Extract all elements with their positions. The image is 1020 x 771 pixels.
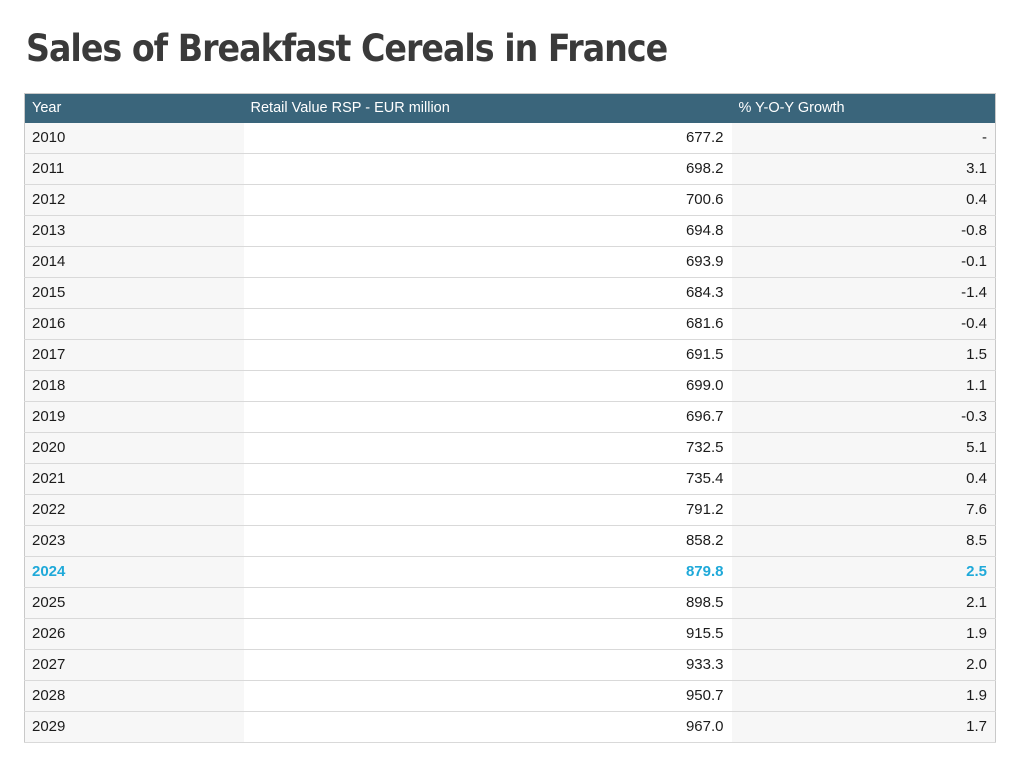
year-cell: 2021 [24, 463, 244, 495]
year-cell: 2014 [24, 246, 244, 278]
table-row: 2019 696.7 -0.3 [24, 401, 996, 433]
year-cell: 2026 [24, 618, 244, 650]
growth-cell: 3.1 [731, 153, 996, 185]
table-row: 2011 698.2 3.1 [24, 153, 996, 185]
growth-cell: 2.0 [731, 649, 996, 681]
value-cell: 858.2 [243, 525, 732, 557]
growth-cell: 7.6 [731, 494, 996, 526]
growth-cell: 0.4 [731, 184, 996, 216]
table-row: 2029 967.0 1.7 [24, 711, 996, 743]
growth-cell: 2.5 [731, 556, 996, 588]
table-header-row: Year Retail Value RSP - EUR million % Y-… [24, 93, 996, 123]
value-cell: 791.2 [243, 494, 732, 526]
year-cell: 2023 [24, 525, 244, 557]
value-cell: 684.3 [243, 277, 732, 309]
year-cell: 2016 [24, 308, 244, 340]
table-row: 2023 858.2 8.5 [24, 525, 996, 557]
year-cell: 2015 [24, 277, 244, 309]
column-header-retail-value: Retail Value RSP - EUR million [243, 93, 732, 123]
table-row: 2021 735.4 0.4 [24, 463, 996, 495]
column-header-year: Year [24, 93, 244, 123]
value-cell: 699.0 [243, 370, 732, 402]
year-cell: 2012 [24, 184, 244, 216]
growth-cell: 8.5 [731, 525, 996, 557]
year-cell: 2028 [24, 680, 244, 712]
value-cell: 967.0 [243, 711, 732, 743]
growth-cell: 0.4 [731, 463, 996, 495]
year-cell: 2027 [24, 649, 244, 681]
value-cell: 898.5 [243, 587, 732, 619]
year-cell: 2025 [24, 587, 244, 619]
sales-table: Year Retail Value RSP - EUR million % Y-… [24, 92, 996, 743]
table-row: 2022 791.2 7.6 [24, 494, 996, 526]
year-cell: 2013 [24, 215, 244, 247]
value-cell: 879.8 [243, 556, 732, 588]
year-cell: 2022 [24, 494, 244, 526]
table-row: 2012 700.6 0.4 [24, 184, 996, 216]
value-cell: 950.7 [243, 680, 732, 712]
table-row: 2027 933.3 2.0 [24, 649, 996, 681]
year-cell: 2024 [24, 556, 244, 588]
value-cell: 693.9 [243, 246, 732, 278]
growth-cell: 1.5 [731, 339, 996, 371]
table-row: 2024 879.8 2.5 [24, 556, 996, 588]
table-body: 2010 677.2-2011 698.2 3.1 2012 700.6 0.4 2013 69… [24, 122, 996, 743]
value-cell: 933.3 [243, 649, 732, 681]
table-row: 2010 677.2- [24, 122, 996, 154]
page-title: Sales of Breakfast Cereals in France [26, 27, 668, 70]
growth-cell: 1.9 [731, 680, 996, 712]
table-row: 2028 950.7 1.9 [24, 680, 996, 712]
table-row: 2020 732.5 5.1 [24, 432, 996, 464]
growth-cell: 2.1 [731, 587, 996, 619]
year-cell: 2010 [24, 122, 244, 154]
value-cell: 681.6 [243, 308, 732, 340]
table-row: 2017 691.5 1.5 [24, 339, 996, 371]
value-cell: 732.5 [243, 432, 732, 464]
growth-cell: -0.3 [731, 401, 996, 433]
value-cell: 694.8 [243, 215, 732, 247]
growth-cell: -0.8 [731, 215, 996, 247]
value-cell: 677.2 [243, 122, 732, 154]
year-cell: 2011 [24, 153, 244, 185]
growth-cell: -0.4 [731, 308, 996, 340]
value-cell: 735.4 [243, 463, 732, 495]
table-row: 2015 684.3 -1.4 [24, 277, 996, 309]
table-row: 2018 699.0 1.1 [24, 370, 996, 402]
table-row: 2013 694.8 -0.8 [24, 215, 996, 247]
table-header: Year Retail Value RSP - EUR million % Y-… [24, 93, 996, 123]
table-row: 2026 915.5 1.9 [24, 618, 996, 650]
year-cell: 2020 [24, 432, 244, 464]
growth-cell: 5.1 [731, 432, 996, 464]
year-cell: 2019 [24, 401, 244, 433]
value-cell: 700.6 [243, 184, 732, 216]
table-row: 2014 693.9 -0.1 [24, 246, 996, 278]
growth-cell: 1.1 [731, 370, 996, 402]
growth-cell: 1.7 [731, 711, 996, 743]
table-row: 2016 681.6 -0.4 [24, 308, 996, 340]
table-row: 2025 898.5 2.1 [24, 587, 996, 619]
value-cell: 915.5 [243, 618, 732, 650]
value-cell: 698.2 [243, 153, 732, 185]
year-cell: 2029 [24, 711, 244, 743]
growth-cell: -1.4 [731, 277, 996, 309]
year-cell: 2018 [24, 370, 244, 402]
column-header-growth: % Y-O-Y Growth [731, 93, 996, 123]
value-cell: 691.5 [243, 339, 732, 371]
year-cell: 2017 [24, 339, 244, 371]
value-cell: 696.7 [243, 401, 732, 433]
growth-cell: - [731, 122, 996, 154]
growth-cell: -0.1 [731, 246, 996, 278]
growth-cell: 1.9 [731, 618, 996, 650]
